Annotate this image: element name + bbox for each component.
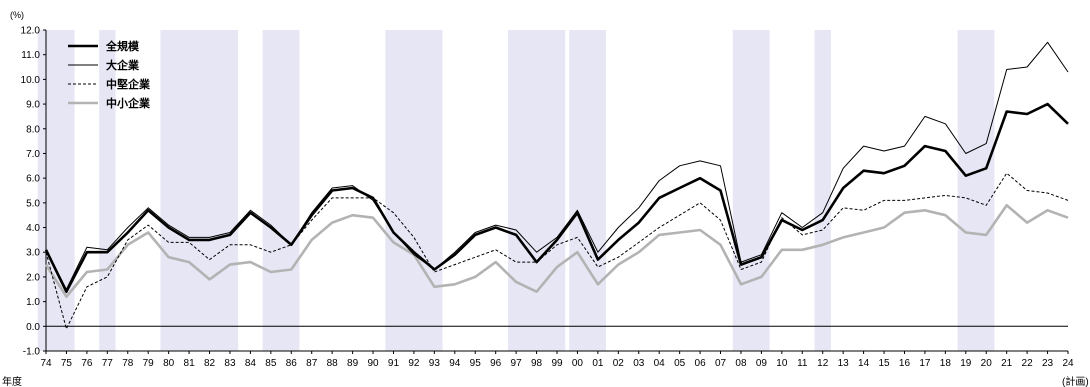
y-tick-label: 10.0 — [21, 75, 41, 86]
y-tick-label: 8.0 — [26, 124, 40, 135]
recession-band — [37, 30, 75, 351]
x-tick-label: 10 — [776, 358, 788, 369]
y-tick-label: 9.0 — [26, 100, 40, 111]
x-tick-label: 77 — [102, 358, 114, 369]
recession-band — [569, 30, 607, 351]
x-tick-label: 91 — [388, 358, 400, 369]
x-tick-label: 82 — [204, 358, 216, 369]
y-tick-label: 11.0 — [21, 50, 40, 61]
x-tick-label: 76 — [81, 358, 93, 369]
y-tick-label: 1.0 — [26, 297, 40, 308]
y-tick-label: -1.0 — [23, 347, 41, 358]
x-tick-label: 06 — [695, 358, 707, 369]
legend-label: 中堅企業 — [106, 77, 151, 91]
x-tick-label: 83 — [224, 358, 236, 369]
x-tick-label: 04 — [654, 358, 666, 369]
x-tick-label: 84 — [245, 358, 257, 369]
x-tick-label: 18 — [940, 358, 952, 369]
x-axis-title: 年度 — [2, 375, 22, 387]
x-tick-label: 12 — [817, 358, 829, 369]
recession-bands — [37, 30, 995, 351]
x-tick-label: 87 — [306, 358, 318, 369]
x-tick-label: 00 — [572, 358, 584, 369]
recession-band — [957, 30, 995, 351]
x-tick-label: 05 — [674, 358, 686, 369]
y-tick-label: 4.0 — [26, 223, 40, 234]
x-tick-label: 86 — [286, 358, 298, 369]
x-tick-label: 24 — [1062, 358, 1074, 369]
legend-label: 全規模 — [105, 39, 140, 53]
x-tick-label: 11 — [797, 358, 808, 369]
x-tick-label: 98 — [531, 358, 543, 369]
y-tick-label: 7.0 — [26, 149, 40, 160]
series-line — [45, 172, 1069, 330]
recession-band — [814, 30, 831, 351]
x-tick-label: 92 — [408, 358, 420, 369]
x-tick-label: 81 — [184, 358, 196, 369]
y-tick-label: 5.0 — [26, 198, 40, 209]
y-tick-label: 12.0 — [21, 26, 41, 37]
x-tick-label: 95 — [470, 358, 482, 369]
series-line — [45, 41, 1069, 290]
y-axis-ticks: -1.0 0.0 1.0 2.0 3.0 4.0 5.0 6.0 7.0 8.0 9.0 10.0 11… — [21, 26, 46, 358]
x-tick-label: 19 — [960, 358, 972, 369]
x-tick-label: 14 — [858, 358, 870, 369]
x-tick-label: 22 — [1022, 358, 1034, 369]
x-tick-label: 07 — [715, 358, 727, 369]
x-tick-label: 23 — [1042, 358, 1054, 369]
x-tick-label: 97 — [511, 358, 523, 369]
y-tick-label: 2.0 — [26, 272, 40, 283]
x-tick-label: 15 — [878, 358, 890, 369]
series-line — [44, 102, 1069, 294]
x-tick-label: 21 — [1001, 358, 1013, 369]
recession-band — [385, 30, 443, 351]
y-tick-label: 6.0 — [26, 174, 40, 185]
x-tick-label: 88 — [327, 358, 339, 369]
recession-band — [732, 30, 770, 351]
x-tick-label: 99 — [551, 358, 563, 369]
x-tick-label: 78 — [122, 358, 134, 369]
legend-label: 大企業 — [106, 58, 140, 72]
x-tick-label: 09 — [756, 358, 768, 369]
x-tick-label: 02 — [613, 358, 625, 369]
x-tick-label: 17 — [919, 358, 931, 369]
x-tick-label: 85 — [265, 358, 277, 369]
x-tick-label: 94 — [449, 358, 461, 369]
recession-band — [262, 30, 300, 351]
legend-label: 中小企業 — [106, 96, 151, 110]
x-tick-label: 74 — [40, 358, 52, 369]
x-tick-label: 93 — [429, 358, 441, 369]
x-tick-label: 96 — [490, 358, 502, 369]
x-tick-label: 01 — [592, 358, 604, 369]
x-tick-label: 79 — [143, 358, 155, 369]
x-tick-label: 16 — [899, 358, 911, 369]
unit-label: (%) — [10, 10, 24, 20]
x-last-note: (計画) — [1062, 375, 1089, 387]
x-tick-label: 75 — [61, 358, 73, 369]
y-tick-label: 0.0 — [26, 322, 40, 333]
series-line — [44, 204, 1069, 299]
x-tick-label: 80 — [163, 358, 175, 369]
series-lines — [44, 41, 1069, 330]
x-axis-ticks: 74 75 76 77 78 79 80 81 82 83 84 85 86 87 88 89 90 91 92 93… — [40, 351, 1074, 369]
recession-band — [160, 30, 239, 351]
x-tick-label: 89 — [347, 358, 359, 369]
x-tick-label: 08 — [735, 358, 747, 369]
x-tick-label: 03 — [633, 358, 645, 369]
x-tick-label: 13 — [838, 358, 850, 369]
y-tick-label: 3.0 — [26, 248, 40, 259]
x-tick-label: 90 — [367, 358, 379, 369]
x-tick-label: 20 — [981, 358, 993, 369]
recession-band — [507, 30, 566, 351]
